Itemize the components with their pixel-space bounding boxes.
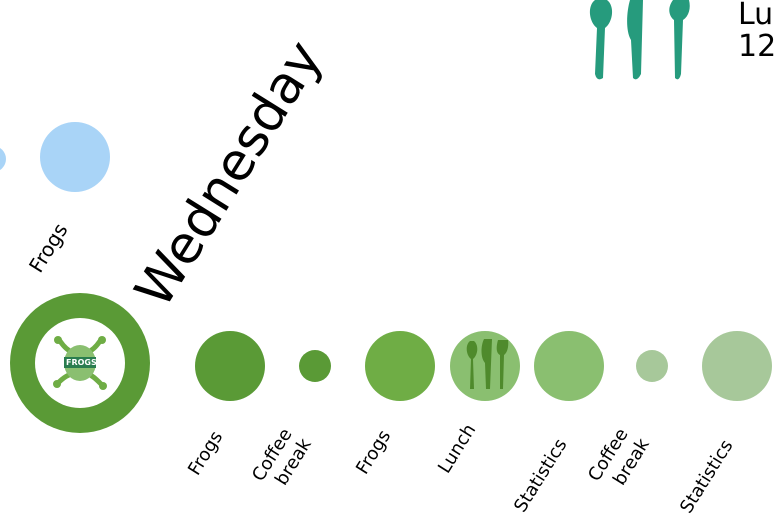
logo-text: FROGS [66,358,97,367]
top-frogs-label: Frogs [24,218,73,277]
session-circle-statistics-2 [702,331,772,401]
session-circle-statistics-1 [534,331,604,401]
session-circle-frogs-top [40,122,110,192]
session-circle-coffee-1 [299,350,331,382]
lunch-title: Lu [738,0,774,32]
schedule-label-frogs-1: Frogs [184,427,228,480]
session-circle-frogs-1 [195,331,265,401]
day-title: Wednesday [124,30,335,318]
session-circle-frogs-2 [365,331,435,401]
lunch-cutlery-icon [585,0,695,82]
lunch-time: 12 [738,29,777,64]
schedule-label-statistics-1: Statistics [510,435,572,517]
schedule-label-frogs-2: Frogs [352,426,396,479]
cutlery-icon [466,339,509,389]
frog-logo-icon: FROGS [52,333,108,393]
session-circle-lunch [450,331,520,401]
session-circle-coffee-2 [636,350,668,382]
schedule-label-lunch: Lunch [434,420,481,478]
session-circle-partial [0,146,6,172]
schedule-label-statistics-2: Statistics [676,436,738,518]
